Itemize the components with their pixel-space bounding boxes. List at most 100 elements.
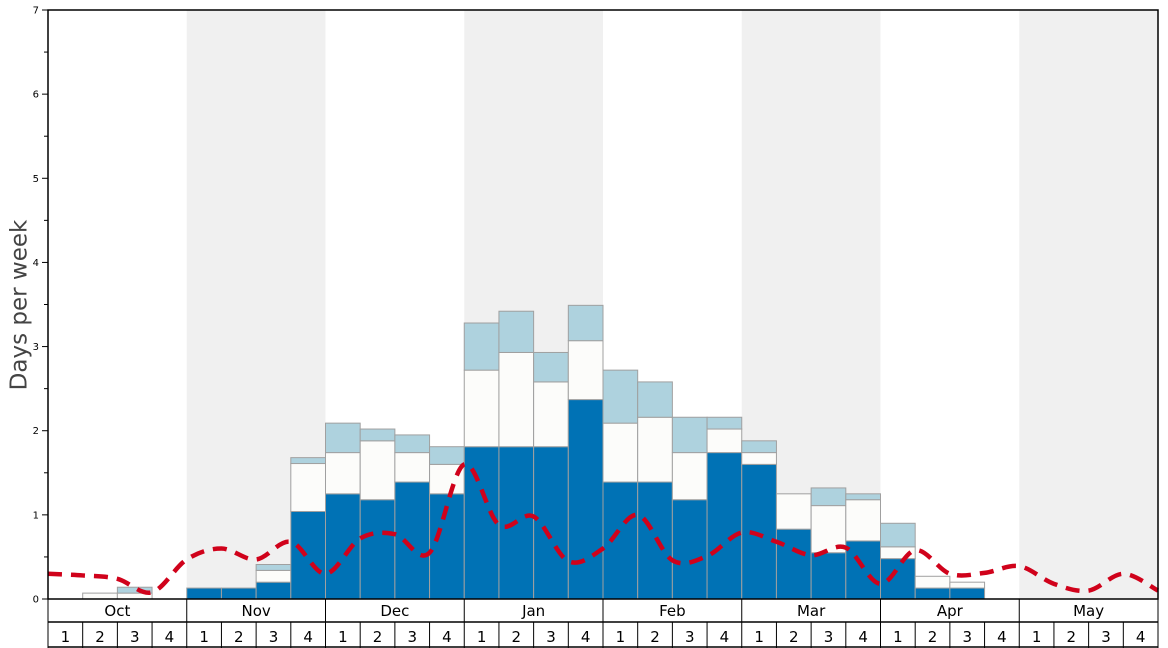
bar-segment-2	[741, 452, 777, 465]
week-label: 3	[546, 628, 556, 646]
bar-segment-1	[394, 481, 431, 600]
bar-segment-1	[359, 499, 396, 600]
bar-segment-3	[116, 586, 153, 594]
bar-segment-3	[880, 522, 916, 548]
week-label: 4	[581, 628, 591, 646]
week-label: 4	[442, 628, 452, 646]
week-label: 2	[95, 628, 105, 646]
bar-segment-1	[186, 587, 222, 600]
bar-segment-1	[949, 587, 986, 600]
bar-segment-2	[255, 569, 292, 583]
bar-segment-1	[845, 540, 881, 600]
bar-segment-1	[220, 587, 257, 600]
week-label: 2	[1067, 628, 1077, 646]
y-tick-label: 2	[33, 426, 39, 437]
bar-segment-3	[706, 416, 743, 430]
bar-segment-2	[775, 493, 812, 530]
y-tick-label: 0	[33, 595, 39, 606]
bar-segment-1	[880, 558, 916, 600]
week-label: 3	[407, 628, 417, 646]
week-label: 4	[997, 628, 1007, 646]
trend-line	[47, 462, 1160, 595]
month-label-may: May	[1073, 602, 1104, 620]
bar-segment-1	[706, 452, 743, 600]
bar-segment-2	[394, 452, 431, 483]
month-label-jan: Jan	[521, 602, 545, 620]
bar-segment-1	[914, 587, 951, 600]
bar-segment-2	[637, 416, 673, 483]
week-label: 2	[650, 628, 660, 646]
bar-segment-1	[533, 446, 569, 600]
week-label: 1	[199, 628, 209, 646]
bar-segment-2	[498, 351, 535, 448]
bar-segment-3	[463, 322, 500, 371]
y-tick-label: 5	[33, 174, 39, 185]
y-tick-label: 4	[33, 258, 39, 269]
bar-segment-3	[498, 310, 535, 353]
bar-segment-2	[82, 592, 118, 600]
week-label: 1	[754, 628, 764, 646]
week-label: 3	[962, 628, 972, 646]
bar-segment-3	[845, 493, 881, 501]
bar-segment-2	[463, 369, 500, 448]
bar-segment-2	[290, 463, 326, 512]
bar-segment-2	[602, 422, 639, 483]
y-tick-label: 3	[33, 342, 39, 353]
bar-segment-1	[775, 528, 812, 600]
month-label-mar: Mar	[797, 602, 826, 620]
bar-segment-2	[533, 381, 569, 448]
week-label: 3	[269, 628, 279, 646]
bar-segment-3	[602, 369, 639, 424]
bar-segment-2	[671, 452, 708, 501]
week-label: 3	[685, 628, 695, 646]
bar-segment-2	[949, 581, 986, 589]
bar-segment-2	[567, 340, 604, 401]
bar-segment-2	[325, 452, 361, 495]
bars	[82, 304, 986, 600]
bar-segment-3	[637, 381, 673, 418]
week-label: 1	[61, 628, 71, 646]
month-bands	[186, 10, 1158, 599]
bar-segment-1	[602, 481, 639, 600]
week-label: 1	[1032, 628, 1042, 646]
week-label: 3	[130, 628, 140, 646]
bar-segment-1	[325, 493, 361, 600]
bar-segment-1	[671, 499, 708, 600]
x-axis: Oct 1 2 3 4 Nov 1 2 3 4 Dec 1 2 3 4 Jan 1 2 3 4 Feb 1 2 3 4 Mar 1 2…	[47, 599, 1159, 648]
y-tick-label: 1	[33, 510, 39, 521]
week-label: 2	[512, 628, 522, 646]
bar-segment-3	[290, 457, 326, 465]
week-label: 4	[858, 628, 868, 646]
trend-line-path	[47, 462, 1160, 595]
week-label: 3	[1101, 628, 1111, 646]
week-label: 1	[893, 628, 903, 646]
bar-segment-2	[359, 440, 396, 501]
month-label-nov: Nov	[241, 602, 270, 620]
bar-segment-3	[567, 304, 604, 342]
bar-segment-3	[255, 564, 292, 571]
week-label: 4	[720, 628, 730, 646]
bar-segment-1	[741, 463, 777, 600]
bar-segment-1	[290, 510, 326, 600]
week-label: 1	[477, 628, 487, 646]
y-axis-label: Days per week	[7, 219, 33, 390]
week-label: 2	[928, 628, 938, 646]
y-tick-label: 6	[33, 90, 39, 101]
month-label-dec: Dec	[380, 602, 409, 620]
bar-segment-1	[255, 581, 292, 600]
bar-segment-3	[394, 434, 431, 454]
bar-segment-3	[671, 416, 708, 454]
week-label: 2	[789, 628, 799, 646]
bar-segment-3	[359, 428, 396, 442]
week-label: 4	[303, 628, 313, 646]
week-label: 2	[373, 628, 383, 646]
week-label: 2	[234, 628, 244, 646]
week-label: 1	[616, 628, 626, 646]
week-label: 4	[1136, 628, 1146, 646]
bar-segment-1	[637, 481, 673, 600]
week-label: 3	[824, 628, 834, 646]
week-label: 4	[165, 628, 175, 646]
bar-segment-3	[810, 487, 847, 507]
month-label-feb: Feb	[659, 602, 686, 620]
